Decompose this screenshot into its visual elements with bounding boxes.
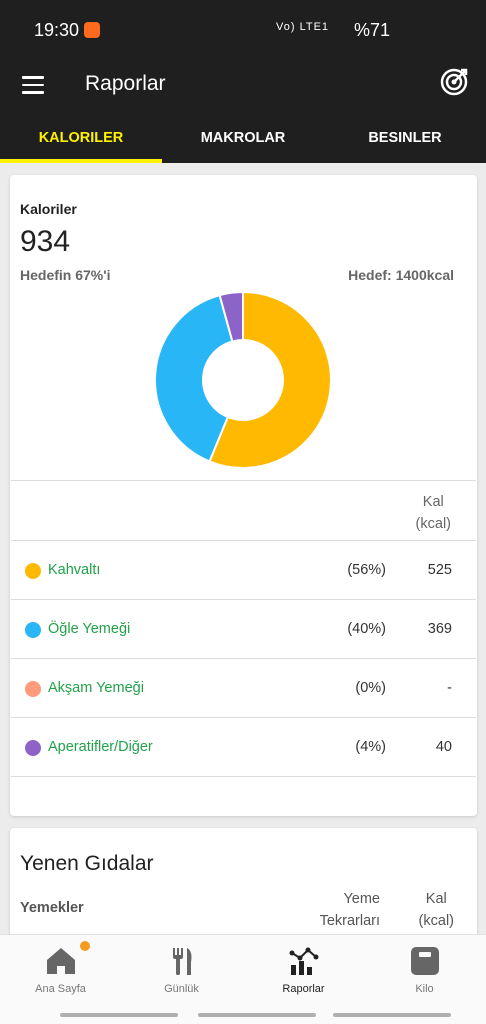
calories-total: 934 [20, 225, 71, 258]
header-line: Tekrarları [319, 913, 380, 929]
gesture-handle [198, 1013, 316, 1017]
header-line: Kal [422, 494, 444, 510]
nav-gunluk[interactable]: Günlük [121, 935, 242, 1007]
header-line: Kal [425, 891, 447, 907]
goal-value: Hedef: 1400kcal [348, 267, 454, 283]
notification-badge [80, 941, 90, 951]
tab-indicator [0, 159, 162, 163]
repeat-column-header: Yeme Tekrarları [300, 888, 380, 932]
meal-color-dot [25, 740, 41, 756]
meal-color-dot [25, 622, 41, 638]
tab-makrolar[interactable]: MAKROLAR [162, 116, 324, 163]
target-icon[interactable] [440, 68, 468, 96]
calories-card: Kaloriler 934 Hedefin 67%'i Hedef: 1400k… [10, 175, 477, 816]
nav-kilo[interactable]: Kilo [364, 935, 485, 1007]
tab-besinler[interactable]: BESINLER [324, 116, 486, 163]
nav-label: Ana Sayfa [35, 983, 86, 995]
gesture-handle [333, 1013, 451, 1017]
battery-level: %71 [354, 20, 391, 40]
gesture-bar [0, 1006, 486, 1024]
tab-label: MAKROLAR [200, 130, 286, 146]
menu-icon[interactable] [22, 76, 44, 94]
notification-icon [84, 22, 100, 38]
tab-bar: KALORILER MAKROLAR BESINLER [0, 116, 486, 163]
table-row[interactable]: Aperatifler/Diğer (4%) 40 [11, 718, 476, 777]
table-row[interactable]: Kahvaltı (56%) 525 [11, 541, 476, 600]
chart-icon [289, 947, 319, 975]
meal-table: Kal (kcal) Kahvaltı (56%) 525 Öğle Yemeğ… [11, 480, 476, 777]
header-line: (kcal) [418, 913, 454, 929]
scale-icon [411, 947, 439, 975]
nav-label: Günlük [164, 983, 199, 995]
meal-name: Akşam Yemeği [48, 680, 144, 696]
app-bar: Raporlar [0, 60, 486, 116]
meal-percent: (4%) [355, 739, 386, 755]
foods-title: Yenen Gıdalar [20, 852, 154, 875]
tab-label: BESINLER [368, 130, 442, 146]
nav-label: Kilo [415, 983, 434, 995]
home-icon [47, 948, 75, 974]
header-line: (kcal) [415, 516, 451, 532]
network-indicator: Vo) LTE1 [276, 21, 330, 33]
table-row[interactable]: Akşam Yemeği (0%) - [11, 659, 476, 718]
goal-percent: Hedefin 67%'i [20, 267, 111, 283]
calories-donut-chart [155, 292, 331, 468]
meals-column-header: Yemekler [20, 900, 84, 916]
status-time: 19:30 [34, 20, 80, 40]
meal-color-dot [25, 681, 41, 697]
gesture-handle [60, 1013, 178, 1017]
kcal-column-header: Kal (kcal) [419, 888, 454, 932]
meal-color-dot [25, 563, 41, 579]
meal-kcal: - [447, 680, 452, 696]
header-line: Yeme [343, 891, 380, 907]
nav-raporlar[interactable]: Raporlar [243, 935, 364, 1007]
nav-ana-sayfa[interactable]: Ana Sayfa [0, 935, 121, 1007]
meal-kcal: 525 [427, 562, 452, 578]
bottom-nav: Ana Sayfa Günlük Raporlar Ki [0, 934, 486, 1006]
kcal-column-header: Kal (kcal) [416, 491, 451, 535]
meal-name: Öğle Yemeği [48, 621, 131, 637]
donut-slice--le-yeme-i [155, 293, 234, 463]
meal-name: Aperatifler/Diğer [48, 739, 153, 755]
meal-percent: (0%) [355, 680, 386, 696]
table-header: Kal (kcal) [11, 481, 476, 541]
donut-slice-aperatifler-di-er [218, 292, 244, 343]
donut-slice-kahvalt- [208, 292, 331, 468]
meal-percent: (40%) [347, 621, 386, 637]
tab-kaloriler[interactable]: KALORILER [0, 116, 162, 163]
tab-label: KALORILER [38, 130, 124, 146]
calories-label: Kaloriler [20, 201, 77, 217]
status-bar: 19:30 Vo) LTE1 %71 [0, 0, 486, 60]
meal-kcal: 40 [435, 739, 452, 755]
meal-name: Kahvaltı [48, 562, 101, 578]
nav-label: Raporlar [282, 983, 325, 995]
meal-percent: (56%) [347, 562, 386, 578]
meal-kcal: 369 [427, 621, 452, 637]
page-title: Raporlar [85, 72, 166, 95]
table-row[interactable]: Öğle Yemeği (40%) 369 [11, 600, 476, 659]
fork-knife-icon [173, 948, 192, 975]
